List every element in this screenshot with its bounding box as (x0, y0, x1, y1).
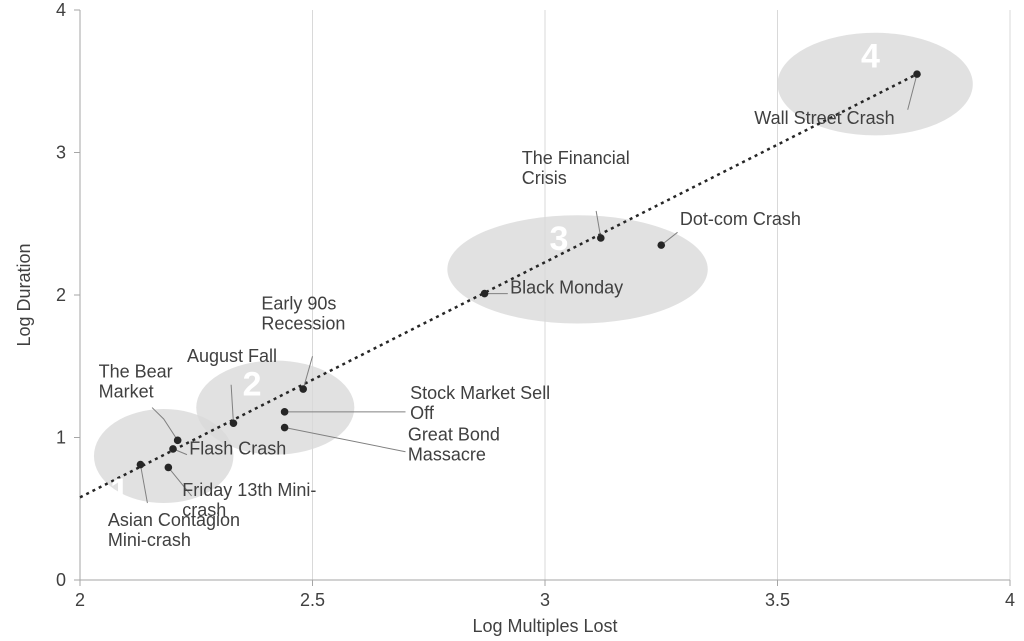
scatter-point (230, 419, 238, 427)
scatter-point (913, 70, 921, 78)
scatter-point (165, 464, 173, 472)
scatter-point (481, 290, 489, 298)
x-tick-label: 2 (75, 590, 85, 610)
cluster-number: 2 (243, 365, 262, 403)
x-axis-title: Log Multiples Lost (472, 616, 617, 636)
point-label: The BearMarket (99, 362, 173, 402)
point-label: Friday 13th Mini-crash (182, 480, 316, 520)
y-tick-label: 4 (56, 0, 66, 20)
point-label: Flash Crash (189, 439, 286, 459)
x-tick-label: 3.5 (765, 590, 790, 610)
point-label: Wall Street Crash (754, 108, 894, 128)
scatter-point (281, 424, 289, 432)
y-tick-label: 3 (56, 143, 66, 163)
point-label: August Fall (187, 346, 277, 366)
labels-layer: Asian ContagionMini-crashFriday 13th Min… (99, 108, 895, 550)
scatter-point (299, 385, 307, 393)
y-tick-label: 0 (56, 570, 66, 590)
cluster-number: 3 (549, 220, 568, 258)
scatter-point (169, 445, 177, 453)
point-label: Stock Market SellOff (410, 383, 550, 423)
x-tick-label: 2.5 (300, 590, 325, 610)
chart-container: 2 2.5 3 3.5 4 0 1 2 3 4 Log Multiples Lost Log Dura… (0, 0, 1024, 641)
cluster-ellipse (447, 215, 707, 323)
scatter-point (174, 437, 182, 445)
scatter-point (597, 234, 605, 242)
scatter-point (657, 241, 665, 249)
point-label: Dot-com Crash (680, 209, 801, 229)
scatter-point (137, 461, 145, 469)
point-label: The FinancialCrisis (522, 148, 630, 188)
scatter-chart: 2 2.5 3 3.5 4 0 1 2 3 4 Log Multiples Lost Log Dura… (0, 0, 1024, 641)
y-tick-label: 1 (56, 428, 66, 448)
cluster-number: 1 (110, 472, 129, 510)
x-tick-label: 3 (540, 590, 550, 610)
point-label: Early 90sRecession (261, 293, 345, 333)
y-tick-label: 2 (56, 285, 66, 305)
point-label: Black Monday (510, 278, 623, 298)
point-label: Great BondMassacre (408, 424, 500, 464)
cluster-number: 4 (861, 38, 880, 76)
x-tick-label: 4 (1005, 590, 1015, 610)
scatter-point (281, 408, 289, 416)
clusters-layer (94, 33, 973, 503)
y-axis-title: Log Duration (14, 243, 34, 346)
